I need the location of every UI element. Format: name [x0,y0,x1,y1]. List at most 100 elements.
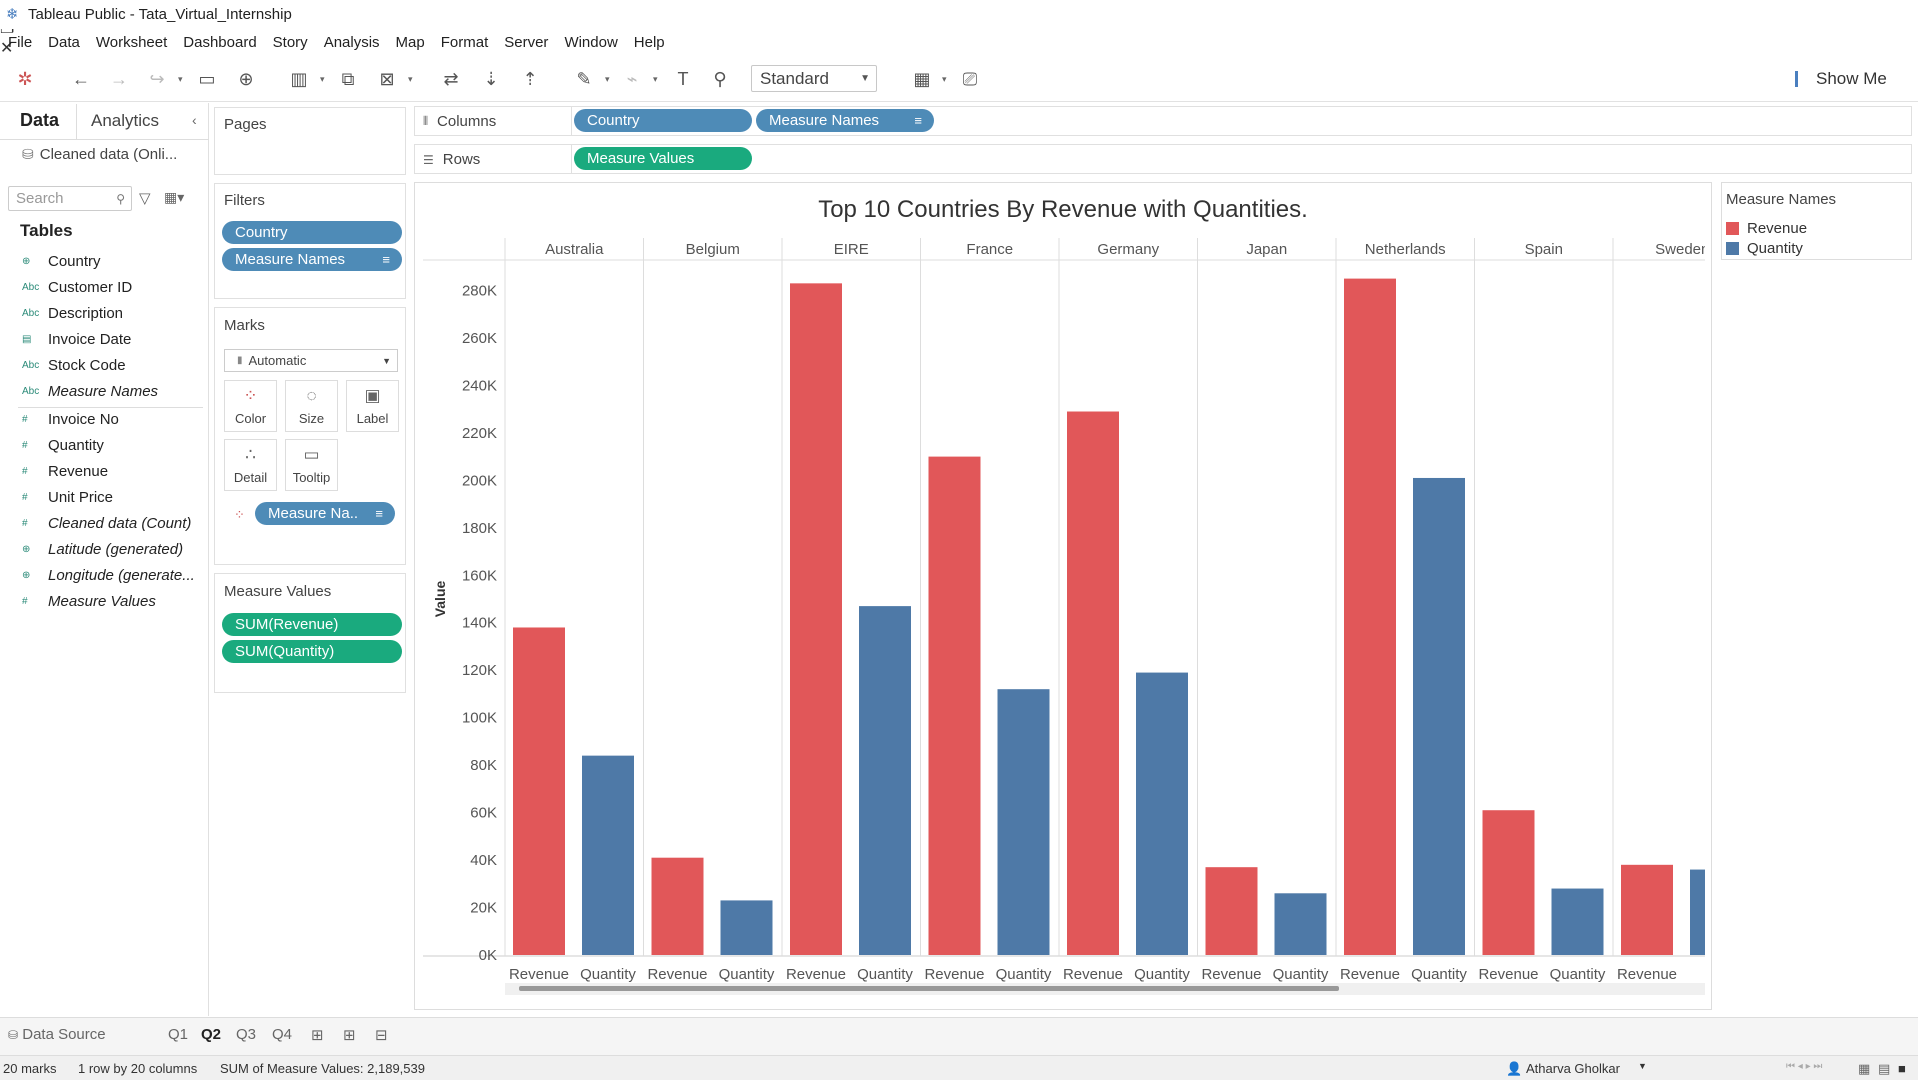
sheet-sorter-icon[interactable]: ▦ [1858,1061,1871,1076]
presentation-mode-icon[interactable]: ⎚ [962,68,978,89]
data-source-tab[interactable]: ⛁ Data Source [8,1026,106,1043]
bar-france-revenue[interactable] [928,456,981,955]
close-icon[interactable]: ✕ [0,40,14,57]
collapse-pane-icon[interactable]: ‹ [192,112,197,128]
show-cards-icon[interactable]: ▦ [913,68,931,89]
pin-icon[interactable]: ⚲ [713,68,727,89]
bar-sweden-quantity[interactable] [1690,869,1705,955]
mark-type-select[interactable]: ▮ Automatic ▼ [224,349,398,372]
menu-story[interactable]: Story [272,34,308,51]
field-invoice-date[interactable]: ▤ Invoice Date [22,328,131,350]
rows-pill-measure-values[interactable]: Measure Values [574,147,752,170]
menu-worksheet[interactable]: Worksheet [95,34,168,51]
menu-server[interactable]: Server [504,34,549,51]
filter-pill-country[interactable]: Country [222,221,402,244]
bar-belgium-quantity[interactable] [720,900,773,955]
menu-dashboard[interactable]: Dashboard [183,34,257,51]
duplicate-icon[interactable]: ⧉ [341,68,355,89]
bar-france-quantity[interactable] [997,689,1050,955]
bar-australia-quantity[interactable] [582,755,634,955]
color-legend[interactable]: Measure Names Revenue Quantity [1721,182,1912,260]
bar-eire-revenue[interactable] [790,283,842,955]
field-unit-price[interactable]: # Unit Price [22,486,113,508]
legend-item-quantity[interactable]: Quantity [1726,240,1803,257]
swap-rows-columns-icon[interactable]: ⇄ [443,68,459,89]
bar-netherlands-quantity[interactable] [1413,477,1465,955]
measure-pill-quantity[interactable]: SUM(Quantity) [222,640,402,663]
field-stock-code[interactable]: Abc Stock Code [22,354,126,376]
bar-japan-quantity[interactable] [1274,893,1327,955]
menu-analysis[interactable]: Analysis [323,34,380,51]
new-data-source-icon[interactable]: ⊕ [238,68,254,89]
field-country[interactable]: ⊕ Country [22,250,101,272]
menu-file[interactable]: File [8,34,33,51]
save-icon[interactable]: ▭ [198,68,216,89]
group-caret-icon[interactable]: ▾ [653,74,658,84]
new-worksheet-icon[interactable]: ▥ [290,68,308,89]
clear-caret-icon[interactable]: ▾ [408,74,413,84]
field-measure-names[interactable]: Abc Measure Names [22,380,158,402]
field-customer-id[interactable]: Abc Customer ID [22,276,132,298]
tab-q2[interactable]: Q2 [201,1026,222,1043]
new-dashboard-tab-icon[interactable]: ⊞ [343,1027,356,1044]
bar-germany-quantity[interactable] [1136,672,1188,955]
columns-pill-measure-names[interactable]: Measure Names ≡ [756,109,934,132]
tab-q1[interactable]: Q1 [168,1026,189,1043]
group-icon[interactable]: ⌁ [626,68,638,89]
field-revenue[interactable]: # Revenue [22,460,108,482]
columns-pill-country[interactable]: Country [574,109,752,132]
columns-shelf[interactable]: ⫴ Columns [414,106,1912,136]
label-button[interactable]: ▣ Label [346,380,399,432]
search-input[interactable]: Search ⚲ [8,186,132,211]
field-latitude-generated[interactable]: ⊕ Latitude (generated) [22,538,183,560]
field-cleaned-data-count[interactable]: # Cleaned data (Count) [22,512,191,534]
show-labels-icon[interactable]: T [677,68,689,89]
menu-help[interactable]: Help [633,34,665,51]
bar-netherlands-revenue[interactable] [1344,278,1396,956]
field-quantity[interactable]: # Quantity [22,434,104,456]
tab-analytics[interactable]: Analytics [91,111,160,130]
filmstrip-icon[interactable]: ▤ [1878,1061,1891,1076]
new-story-tab-icon[interactable]: ⊟ [375,1027,388,1044]
user-caret-icon[interactable]: ▼ [1638,1061,1647,1071]
datasource-item[interactable]: ⛁ Cleaned data (Onli... [22,146,177,163]
highlight-caret-icon[interactable]: ▾ [605,74,610,84]
detail-button[interactable]: ∴ Detail [224,439,277,491]
color-pill-measure-names[interactable]: Measure Na.. ≡ [255,502,395,525]
field-invoice-no[interactable]: # Invoice No [22,408,119,430]
replay-icon[interactable]: ↪ [149,68,165,89]
color-button[interactable]: ⁘ Color [224,380,277,432]
bar-chart[interactable]: Top 10 Countries By Revenue with Quantit… [415,183,1711,1009]
tab-q3[interactable]: Q3 [236,1026,257,1043]
replay-caret-icon[interactable]: ▾ [178,74,183,84]
highlight-icon[interactable]: ✎ [576,68,592,89]
clear-sheet-icon[interactable]: ⊠ [379,68,395,89]
bar-belgium-revenue[interactable] [651,857,704,955]
rows-shelf[interactable]: ☰ Rows [414,144,1912,174]
bar-spain-quantity[interactable] [1551,888,1604,955]
fit-select[interactable]: Standard ▼ [751,65,877,92]
bar-australia-revenue[interactable] [513,627,565,955]
filter-pill-measure-names[interactable]: Measure Names ≡ [222,248,402,271]
size-button[interactable]: ◌ Size [285,380,338,432]
view-options-icon[interactable]: ▦▾ [164,189,185,205]
field-measure-values[interactable]: # Measure Values [22,590,156,612]
bar-eire-quantity[interactable] [859,606,911,955]
tab-data[interactable]: Data [20,110,60,130]
undo-icon[interactable]: ← [72,68,90,89]
sheet-nav-icons[interactable]: ⏮ ◂ ▸ ⏭ [1786,1061,1823,1072]
tab-q4[interactable]: Q4 [272,1026,293,1043]
sort-ascending-icon[interactable]: ⇣ [483,68,499,89]
field-description[interactable]: Abc Description [22,302,123,324]
bar-sweden-revenue[interactable] [1621,864,1673,955]
sort-descending-icon[interactable]: ⇡ [522,68,538,89]
bar-japan-revenue[interactable] [1205,867,1258,955]
status-user[interactable]: Atharva Gholkar [1526,1061,1620,1076]
new-worksheet-tab-icon[interactable]: ⊞ [311,1027,324,1044]
show-cards-caret-icon[interactable]: ▾ [942,74,947,84]
tooltip-button[interactable]: ▭ Tooltip [285,439,338,491]
pages-card[interactable] [214,107,406,175]
menu-format[interactable]: Format [440,34,489,51]
menu-window[interactable]: Window [564,34,618,51]
redo-icon[interactable]: → [110,68,128,89]
